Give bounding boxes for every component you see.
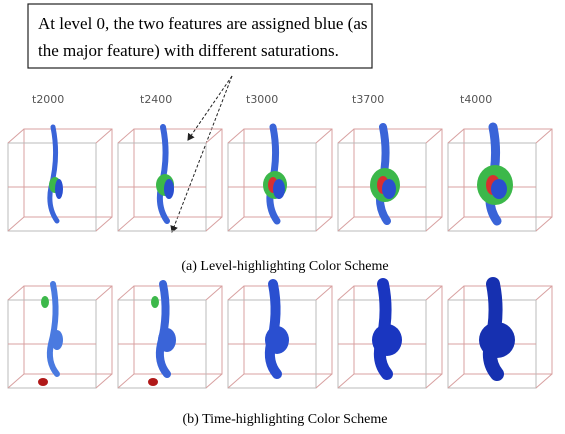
box-edge bbox=[536, 374, 552, 388]
box-edge bbox=[96, 286, 112, 300]
caption: (a) Level-highlighting Color Scheme bbox=[181, 259, 388, 274]
box-edge bbox=[206, 217, 222, 231]
box-edge bbox=[536, 217, 552, 231]
box-edge bbox=[338, 217, 354, 231]
box-edge bbox=[316, 286, 332, 300]
time-label: t3700 bbox=[352, 93, 384, 106]
box-edge bbox=[426, 217, 442, 231]
feature-blue-core bbox=[491, 179, 507, 199]
box-edge bbox=[426, 129, 442, 143]
box-edge bbox=[228, 129, 244, 143]
feature-red bbox=[38, 378, 48, 386]
feature-blue-core bbox=[372, 324, 402, 356]
box-back bbox=[244, 129, 332, 217]
box-edge bbox=[536, 129, 552, 143]
feature-blue-core bbox=[265, 326, 289, 354]
box-edge bbox=[8, 217, 24, 231]
box-edge bbox=[316, 217, 332, 231]
box-back bbox=[134, 129, 222, 217]
box-edge bbox=[316, 374, 332, 388]
box-edge bbox=[426, 286, 442, 300]
box-back bbox=[24, 129, 112, 217]
arrow bbox=[188, 76, 232, 140]
box-back bbox=[24, 286, 112, 374]
feature-blue-core bbox=[273, 179, 285, 199]
box-edge bbox=[8, 129, 24, 143]
callout-line: the major feature) with different satura… bbox=[38, 41, 339, 60]
box-edge bbox=[536, 286, 552, 300]
feature-blue-core bbox=[55, 179, 63, 199]
box-edge bbox=[448, 217, 464, 231]
box-edge bbox=[228, 374, 244, 388]
feature-blue bbox=[50, 127, 57, 221]
arrow bbox=[172, 76, 232, 232]
feature-blue-core bbox=[51, 330, 63, 350]
box-edge bbox=[448, 374, 464, 388]
box-edge bbox=[448, 286, 464, 300]
feature-blue bbox=[160, 127, 167, 221]
box-edge bbox=[206, 374, 222, 388]
callout-line: At level 0, the two features are assigne… bbox=[38, 14, 368, 33]
box-edge bbox=[448, 129, 464, 143]
box-edge bbox=[8, 286, 24, 300]
feature-blue-core bbox=[158, 328, 176, 352]
box-edge bbox=[118, 129, 134, 143]
feature-red bbox=[148, 378, 158, 386]
caption: (b) Time-highlighting Color Scheme bbox=[183, 412, 388, 427]
time-label: t2400 bbox=[140, 93, 172, 106]
feature-green bbox=[41, 296, 49, 308]
panels: t2000 t2400 t3000 t3700 t4000 bbox=[8, 93, 552, 388]
time-label: t4000 bbox=[460, 93, 492, 106]
box-edge bbox=[96, 129, 112, 143]
box-edge bbox=[426, 374, 442, 388]
box-edge bbox=[228, 217, 244, 231]
figure: At level 0, the two features are assigne… bbox=[0, 0, 565, 434]
box-edge bbox=[8, 374, 24, 388]
box-edge bbox=[206, 129, 222, 143]
box-edge bbox=[316, 129, 332, 143]
box-edge bbox=[96, 374, 112, 388]
feature-blue bbox=[50, 284, 57, 374]
box-edge bbox=[206, 286, 222, 300]
box-edge bbox=[118, 374, 134, 388]
box-edge bbox=[228, 286, 244, 300]
feature-blue-core bbox=[382, 179, 396, 199]
box-edge bbox=[338, 129, 354, 143]
box-back bbox=[244, 286, 332, 374]
feature-blue-core bbox=[479, 322, 515, 358]
time-label: t3000 bbox=[246, 93, 278, 106]
box-edge bbox=[338, 374, 354, 388]
box-edge bbox=[96, 217, 112, 231]
box-back bbox=[134, 286, 222, 374]
time-label: t2000 bbox=[32, 93, 64, 106]
feature-blue-core bbox=[164, 179, 174, 199]
feature-green bbox=[151, 296, 159, 308]
box-back bbox=[354, 129, 442, 217]
box-edge bbox=[118, 286, 134, 300]
box-edge bbox=[118, 217, 134, 231]
box-edge bbox=[338, 286, 354, 300]
